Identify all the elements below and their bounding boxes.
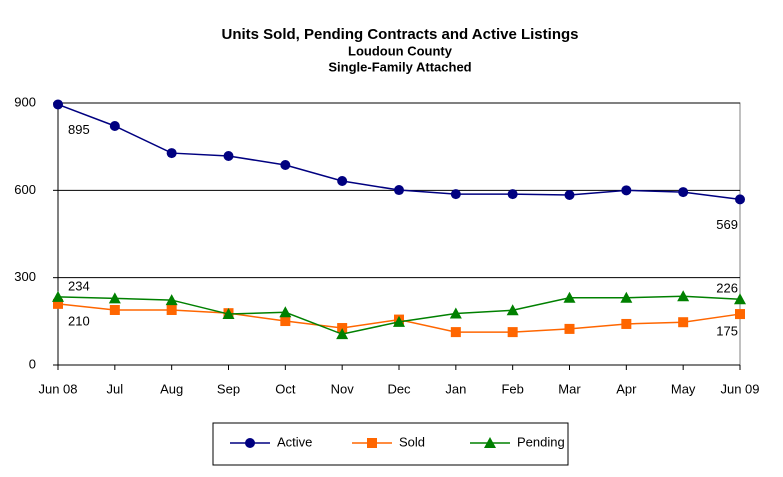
marker — [677, 290, 690, 302]
x-tick-label: Jul — [107, 381, 124, 396]
chart-subtitle: Single-Family Attached — [328, 59, 471, 74]
x-tick-label: Aug — [160, 381, 183, 396]
marker — [620, 291, 633, 303]
data-label: 569 — [716, 217, 738, 232]
marker — [222, 308, 235, 320]
marker — [337, 323, 348, 334]
legend-label: Active — [277, 434, 312, 449]
marker — [166, 148, 177, 159]
x-tick-label: Dec — [387, 381, 411, 396]
marker — [53, 99, 63, 110]
marker — [109, 120, 120, 131]
marker — [564, 323, 575, 334]
marker — [336, 328, 349, 340]
marker — [735, 194, 745, 205]
legend-marker — [245, 438, 255, 448]
x-tick-label: Jun 08 — [38, 381, 77, 396]
x-tick-label: Mar — [558, 381, 581, 396]
data-label: 226 — [716, 281, 738, 296]
marker — [53, 298, 63, 309]
marker — [678, 317, 689, 328]
legend-label: Sold — [399, 434, 425, 449]
marker — [564, 189, 575, 200]
x-tick-label: Nov — [331, 381, 355, 396]
marker — [337, 176, 348, 187]
data-label: 234 — [68, 278, 90, 293]
data-label: 895 — [68, 122, 90, 137]
y-tick-label: 600 — [14, 182, 36, 197]
marker — [450, 327, 461, 338]
marker — [108, 292, 121, 304]
marker — [621, 185, 632, 196]
marker — [109, 304, 120, 315]
marker — [166, 304, 177, 315]
legend-marker — [484, 437, 496, 448]
legend-label: Pending — [517, 434, 565, 449]
chart-subtitle: Loudoun County — [348, 43, 453, 58]
legend-box — [212, 422, 569, 466]
marker — [621, 318, 632, 329]
marker — [279, 306, 292, 318]
marker — [507, 189, 518, 200]
x-tick-label: Jan — [445, 381, 466, 396]
marker — [734, 293, 746, 305]
marker — [563, 291, 576, 303]
y-tick-label: 900 — [14, 94, 36, 109]
chart-title: Units Sold, Pending Contracts and Active… — [222, 26, 579, 43]
x-tick-label: Oct — [275, 381, 296, 396]
marker — [506, 304, 519, 316]
x-tick-label: Jun 09 — [720, 381, 759, 396]
marker — [735, 309, 745, 320]
marker — [678, 187, 689, 198]
y-tick-label: 0 — [29, 356, 36, 371]
marker — [52, 290, 64, 302]
marker — [449, 307, 462, 319]
x-tick-label: May — [671, 381, 696, 396]
marker — [280, 160, 291, 171]
data-label: 175 — [716, 323, 738, 338]
marker — [280, 316, 291, 327]
marker — [393, 315, 405, 327]
marker — [507, 327, 518, 338]
legend-marker — [367, 438, 377, 448]
marker — [450, 189, 461, 200]
marker — [223, 150, 234, 161]
marker — [394, 185, 404, 196]
x-tick-label: Apr — [616, 381, 637, 396]
marker — [165, 294, 178, 306]
y-tick-label: 300 — [14, 269, 36, 284]
data-label: 210 — [68, 313, 90, 328]
x-tick-label: Sep — [217, 381, 240, 396]
x-tick-label: Feb — [501, 381, 523, 396]
